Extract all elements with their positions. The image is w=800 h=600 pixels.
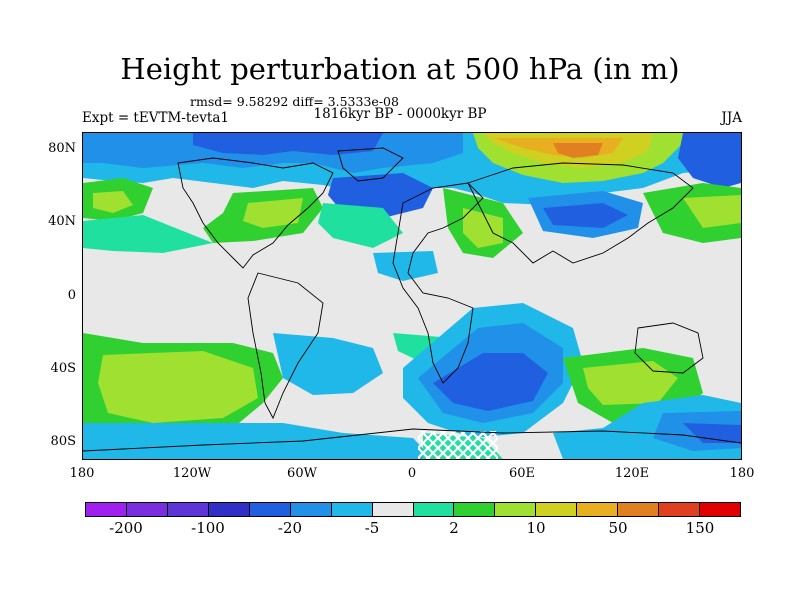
colorbar-swatch bbox=[249, 503, 291, 516]
colorbar-swatch bbox=[700, 503, 740, 516]
lat-tick: 80N bbox=[48, 141, 76, 156]
anomaly-region bbox=[463, 208, 503, 248]
lat-tick: 40N bbox=[48, 214, 76, 229]
anomaly-region bbox=[683, 195, 741, 228]
anomaly-region bbox=[373, 251, 438, 281]
anomaly-region bbox=[93, 191, 133, 213]
colorbar-swatch bbox=[413, 503, 455, 516]
anomaly-region bbox=[193, 133, 383, 155]
lat-tick: 0 bbox=[67, 288, 76, 303]
anomaly-region bbox=[83, 423, 433, 459]
colorbar-swatch bbox=[126, 503, 168, 516]
anomaly-region bbox=[583, 361, 678, 405]
coastlines bbox=[83, 147, 741, 452]
lon-tick: 120W bbox=[172, 466, 212, 481]
colorbar-swatch bbox=[372, 503, 414, 516]
anomaly-region bbox=[678, 133, 741, 188]
anomaly-region bbox=[98, 351, 258, 423]
colorbar-label: -100 bbox=[191, 519, 225, 537]
colorbar-label: 150 bbox=[685, 519, 715, 537]
lon-tick: 120E bbox=[614, 466, 650, 481]
colorbar-label: -20 bbox=[277, 519, 303, 537]
significance-hatch bbox=[418, 431, 498, 459]
colorbar-swatch bbox=[618, 503, 660, 516]
colorbar-swatch bbox=[659, 503, 701, 516]
anomaly-region bbox=[273, 333, 383, 395]
lon-tick: 180 bbox=[69, 466, 95, 481]
colorbar-swatch bbox=[536, 503, 578, 516]
colorbar-label: -5 bbox=[364, 519, 380, 537]
lon-tick: 60W bbox=[287, 466, 317, 481]
lon-tick: 0 bbox=[407, 466, 417, 481]
season-label: JJA bbox=[721, 110, 742, 126]
map-plot bbox=[82, 132, 742, 460]
lon-tick: 60E bbox=[508, 466, 536, 481]
colorbar-swatch bbox=[495, 503, 537, 516]
anomaly-region bbox=[83, 215, 213, 253]
experiment-label: Expt = tEVTM-tevta1 bbox=[82, 110, 229, 126]
lat-tick: 80S bbox=[50, 434, 76, 449]
anomaly-region bbox=[243, 198, 303, 228]
colorbar-label: 2 bbox=[449, 519, 459, 537]
map-field bbox=[83, 133, 741, 459]
anomaly-region bbox=[318, 203, 403, 248]
colorbar-label: 10 bbox=[526, 519, 546, 537]
colorbar-swatch bbox=[86, 503, 127, 516]
lat-tick: 40S bbox=[50, 361, 76, 376]
colorbar-swatch bbox=[167, 503, 209, 516]
colorbar-swatch bbox=[208, 503, 250, 516]
colorbar-swatch bbox=[577, 503, 619, 516]
colorbar-swatch bbox=[454, 503, 496, 516]
anomaly-region bbox=[433, 353, 548, 411]
anomaly-region bbox=[543, 203, 628, 228]
stats-label: rmsd= 9.58292 diff= 3.5333e-08 bbox=[190, 94, 399, 109]
map-title: Height perturbation at 500 hPa (in m) bbox=[120, 52, 680, 86]
anomaly-region bbox=[683, 423, 741, 443]
colorbar-label: 50 bbox=[608, 519, 628, 537]
colorbar bbox=[85, 502, 741, 517]
colorbar-swatch bbox=[331, 503, 373, 516]
anomaly-region bbox=[553, 143, 603, 158]
colorbar-swatch bbox=[290, 503, 332, 516]
lon-tick: 180 bbox=[729, 466, 755, 481]
period-label: 1816kyr BP - 0000kyr BP bbox=[313, 106, 487, 122]
colorbar-label: -200 bbox=[109, 519, 143, 537]
